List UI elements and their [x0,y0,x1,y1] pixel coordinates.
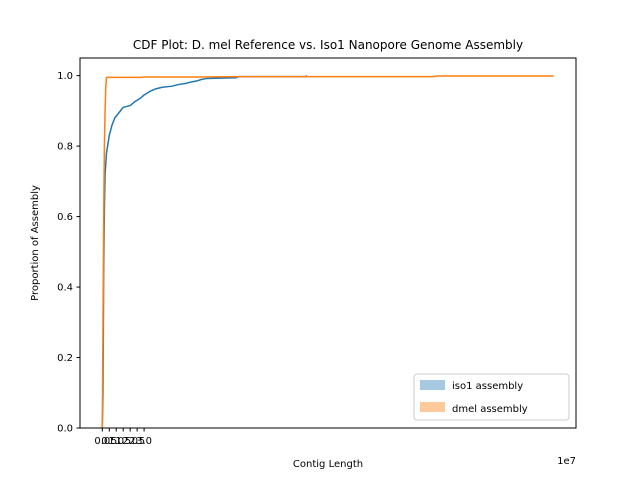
y-tick-label: 0.4 [57,283,73,294]
x-tick-label: 2.0 [122,436,138,447]
x-tick-label: 0.0 [94,436,110,447]
y-axis-label: Proportion of Assembly [30,185,41,301]
y-tick-label: 0.2 [57,353,73,364]
legend-swatch-iso1 [420,380,445,390]
y-tick-label: 0.6 [57,212,73,223]
x-tick-label: 1.0 [108,436,124,447]
series-line-dmel [101,75,554,429]
x-axis-ticks: 0.00.51.01.52.02.53.0 [94,428,152,447]
plot-lines [101,75,554,429]
legend: iso1 assembly dmel assembly [413,373,570,421]
x-axis-label: Contig Length [293,459,363,470]
x-tick-label: 0.5 [101,436,117,447]
x-tick-label: 2.5 [129,436,145,447]
legend-label-iso1: iso1 assembly [452,381,523,392]
legend-box [413,373,570,421]
chart-title: CDF Plot: D. mel Reference vs. Iso1 Nano… [133,38,523,52]
legend-swatch-dmel [420,402,445,412]
legend-label-dmel: dmel assembly [452,404,528,415]
y-axis-ticks: 0.0 0.2 0.4 0.6 0.8 1.0 [57,71,80,435]
y-tick-label: 1.0 [57,71,73,82]
y-tick-label: 0.0 [57,424,73,435]
y-tick-label: 0.8 [57,142,73,153]
x-tick-label: 1.5 [115,436,131,447]
x-tick-label: 3.0 [136,436,152,447]
series-line-iso1 [101,75,308,429]
x-axis-offset-label: 1e7 [557,456,576,467]
plot-frame [79,57,577,429]
